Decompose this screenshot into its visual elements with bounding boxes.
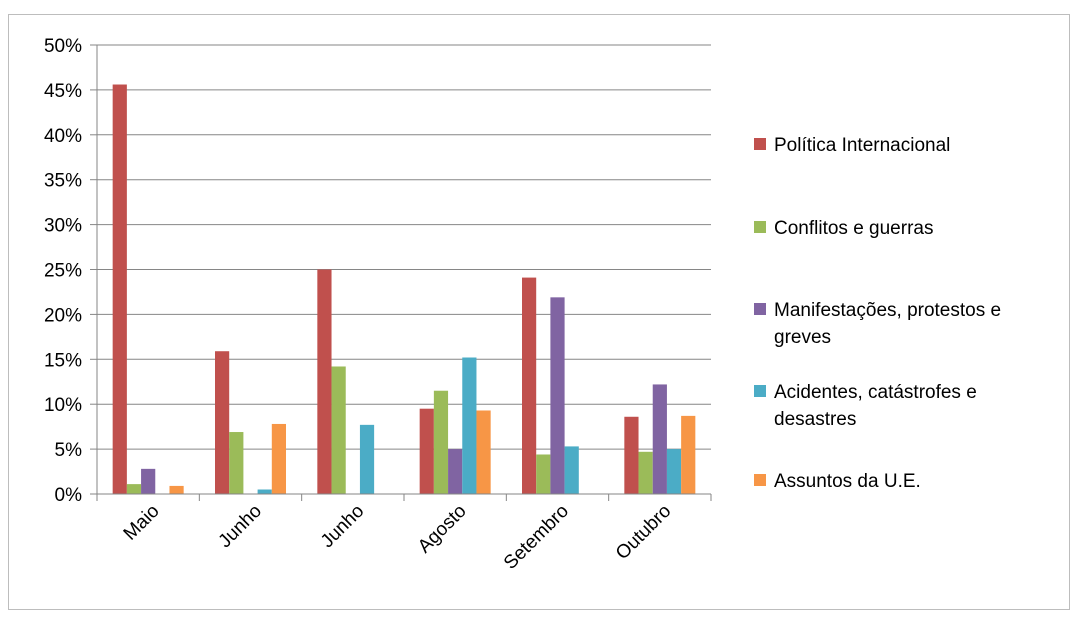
legend-label: Manifestações, protestos e — [774, 300, 1001, 321]
bar-pol-tica-internacional-4 — [522, 277, 537, 494]
legend-label: greves — [774, 327, 831, 348]
y-tick-label: 45% — [44, 81, 82, 102]
x-tick-label: Agosto — [414, 501, 471, 558]
bar-acidentes-cat-strofes-e-desastres-2 — [359, 424, 375, 494]
bar-manifesta-es-protestos-e-greves-4 — [550, 297, 565, 494]
y-tick-label: 35% — [44, 171, 82, 192]
bar-pol-tica-internacional-0 — [112, 84, 127, 495]
x-tick-label: Setembro — [500, 501, 573, 574]
bar-conflitos-e-guerras-2 — [331, 366, 346, 494]
bar-conflitos-e-guerras-3 — [433, 390, 449, 494]
bar-acidentes-cat-strofes-e-desastres-3 — [462, 357, 477, 494]
y-tick-label: 25% — [44, 261, 82, 282]
bars — [112, 84, 696, 495]
bar-pol-tica-internacional-1 — [215, 351, 230, 494]
bar-conflitos-e-guerras-1 — [229, 432, 244, 494]
legend-swatch — [754, 474, 766, 486]
legend-label: Política Internacional — [774, 135, 950, 156]
bar-pol-tica-internacional-5 — [624, 416, 639, 494]
bar-conflitos-e-guerras-5 — [638, 451, 653, 494]
bar-acidentes-cat-strofes-e-desastres-5 — [666, 449, 682, 494]
y-tick-label: 5% — [55, 440, 83, 461]
bar-assuntos-da-u-e--3 — [476, 410, 491, 494]
y-tick-label: 10% — [44, 395, 82, 416]
x-axis-ticks: Maio Junho Junho Agosto Setembro Outubro — [96, 494, 712, 574]
bar-conflitos-e-guerras-0 — [126, 484, 142, 494]
x-tick-label: Junho — [317, 501, 368, 552]
x-tick-label: Maio — [120, 501, 164, 545]
x-tick-label: Outubro — [612, 501, 675, 564]
legend-label: Assuntos da U.E. — [774, 471, 921, 492]
bar-assuntos-da-u-e--0 — [169, 485, 184, 494]
y-tick-label: 50% — [44, 36, 82, 57]
bar-manifesta-es-protestos-e-greves-3 — [448, 449, 463, 494]
legend-swatch — [754, 303, 766, 315]
bar-conflitos-e-guerras-4 — [536, 454, 551, 494]
legend-label: Acidentes, catástrofes e — [774, 382, 977, 403]
bar-acidentes-cat-strofes-e-desastres-4 — [564, 446, 579, 494]
bar-assuntos-da-u-e--1 — [271, 423, 286, 494]
y-tick-label: 20% — [44, 305, 82, 326]
legend-swatch — [754, 138, 766, 150]
y-tick-label: 30% — [44, 216, 82, 237]
chart-frame — [8, 14, 1070, 610]
bar-manifesta-es-protestos-e-greves-0 — [141, 468, 156, 494]
bar-pol-tica-internacional-3 — [419, 408, 434, 494]
y-axis-ticks: 0% 5% 10% 15% 20% 25% 30% 35% 40% 45% 50% — [44, 36, 97, 506]
bar-acidentes-cat-strofes-e-desastres-1 — [257, 489, 272, 494]
gridlines — [97, 44, 711, 495]
bar-assuntos-da-u-e--5 — [681, 415, 696, 494]
x-tick-label: Junho — [215, 501, 266, 552]
bar-pol-tica-internacional-2 — [317, 269, 332, 494]
legend-label: Conflitos e guerras — [774, 218, 933, 239]
y-tick-label: 0% — [55, 485, 83, 506]
y-tick-label: 15% — [44, 350, 82, 371]
bar-manifesta-es-protestos-e-greves-5 — [652, 384, 667, 494]
y-tick-label: 40% — [44, 126, 82, 147]
legend: Política Internacional Conflitos e guerra… — [754, 135, 1001, 492]
legend-swatch — [754, 221, 766, 233]
legend-label: desastres — [774, 409, 856, 430]
legend-swatch — [754, 385, 766, 397]
